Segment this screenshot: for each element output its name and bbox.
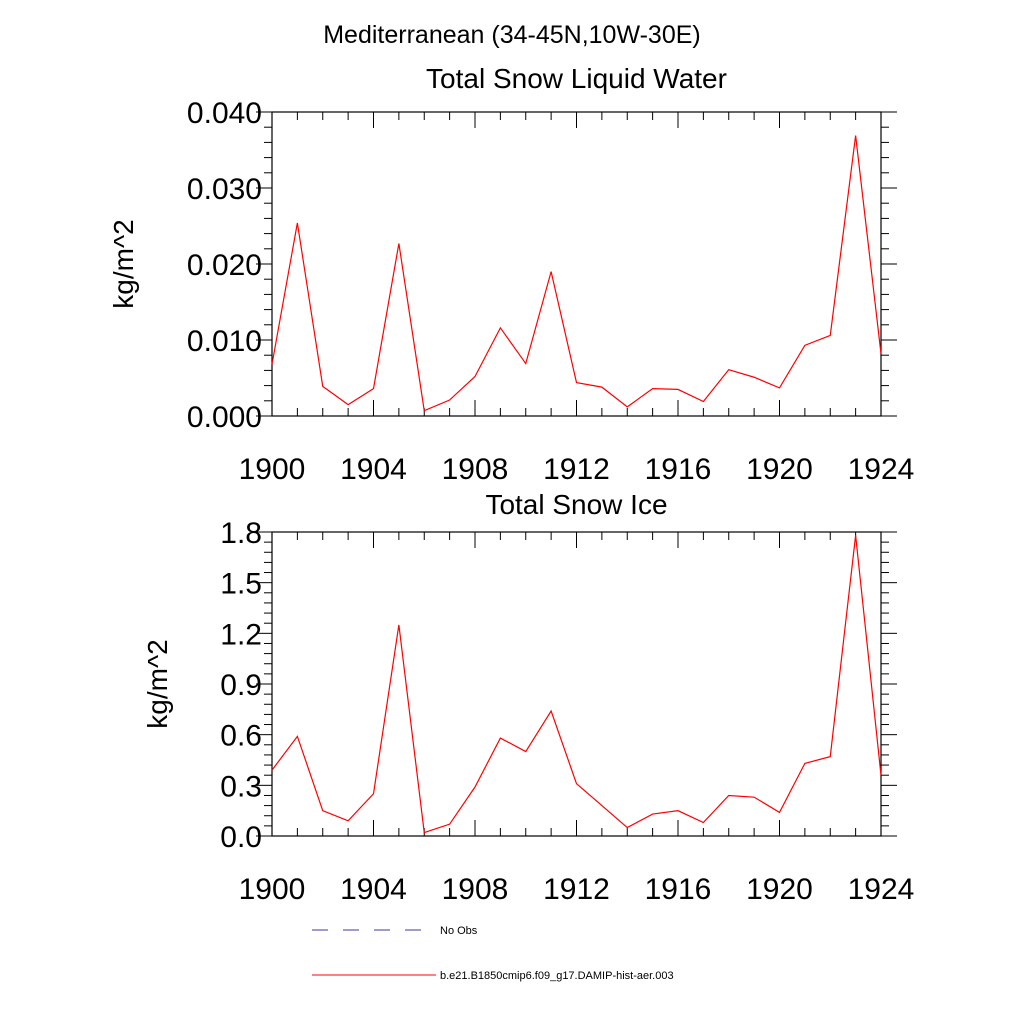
chart-title: Total Snow Ice <box>485 489 667 520</box>
y-tick-label: 0.040 <box>187 97 262 130</box>
legend: No Obs b.e21.B1850cmip6.f09_g17.DAMIP-his… <box>312 925 674 982</box>
series-line <box>271 135 882 412</box>
x-tick-label: 1924 <box>848 873 915 906</box>
x-tick-label: 1908 <box>442 873 509 906</box>
y-tick-label: 1.5 <box>220 568 262 601</box>
x-tick-label: 1920 <box>746 453 813 486</box>
x-tick-label: 1900 <box>239 453 306 486</box>
legend-label: No Obs <box>440 925 478 937</box>
chart-title: Total Snow Liquid Water <box>426 63 727 94</box>
x-tick-label: 1904 <box>340 873 407 906</box>
x-axis-ticks <box>271 532 882 836</box>
figure-suptitle: Mediterranean (34-45N,10W-30E) <box>323 21 701 49</box>
series-points <box>271 535 882 833</box>
y-tick-label: 0.030 <box>187 173 262 206</box>
x-tick-label: 1916 <box>645 453 712 486</box>
y-axis-label: kg/m^2 <box>108 219 139 308</box>
plot-frame <box>271 531 882 837</box>
y-axis-ticks <box>256 111 897 417</box>
x-tick-label: 1920 <box>746 873 813 906</box>
series-line <box>271 535 882 834</box>
x-tick-label: 1904 <box>340 453 407 486</box>
x-tick-label: 1916 <box>645 873 712 906</box>
y-axis-ticks <box>256 531 897 837</box>
series-points <box>271 135 882 411</box>
y-tick-label: 0.9 <box>220 669 262 702</box>
legend-label: b.e21.B1850cmip6.f09_g17.DAMIP-hist-aer.… <box>440 970 674 982</box>
x-tick-label: 1908 <box>442 453 509 486</box>
x-tick-label: 1912 <box>543 873 610 906</box>
panel-snow-liquid-water: Total Snow Liquid Water kg/m^2 1900 1904 190… <box>108 63 914 486</box>
y-tick-label: 1.2 <box>220 618 262 651</box>
y-tick-label: 0.3 <box>220 770 262 803</box>
panel-snow-ice: Total Snow Ice kg/m^2 1900 1904 1908 1912 1916… <box>142 489 914 906</box>
y-tick-label: 1.8 <box>220 517 262 550</box>
y-tick-label: 0.020 <box>187 249 262 282</box>
y-tick-label: 0.010 <box>187 325 262 358</box>
x-axis-ticks <box>271 112 882 416</box>
y-tick-label: 0.0 <box>220 821 262 854</box>
y-axis-label: kg/m^2 <box>142 639 173 728</box>
y-tick-label: 0.000 <box>187 401 262 434</box>
x-tick-label: 1924 <box>848 453 915 486</box>
y-tick-label: 0.6 <box>220 720 262 753</box>
x-tick-label: 1912 <box>543 453 610 486</box>
x-tick-label: 1900 <box>239 873 306 906</box>
